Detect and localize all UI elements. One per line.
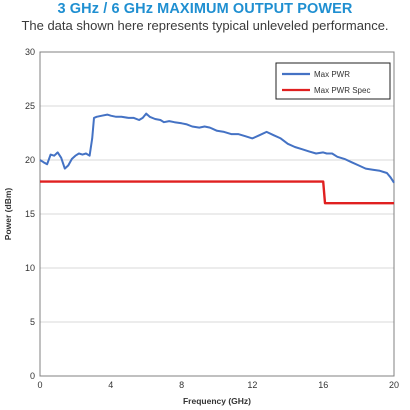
x-tick-label: 16 bbox=[318, 380, 328, 390]
y-tick-label: 10 bbox=[25, 263, 35, 273]
series-lines bbox=[39, 112, 395, 205]
series-line-max-pwr bbox=[39, 112, 395, 184]
y-tick-label: 25 bbox=[25, 101, 35, 111]
series-line-max-pwr-spec bbox=[40, 180, 394, 205]
y-tick-label: 0 bbox=[30, 371, 35, 381]
y-tick-label: 20 bbox=[25, 155, 35, 165]
legend: Max PWR Max PWR Spec bbox=[275, 62, 391, 100]
x-tick-label: 4 bbox=[108, 380, 113, 390]
x-tick-label: 8 bbox=[179, 380, 184, 390]
chart-title: 3 GHz / 6 GHz MAXIMUM OUTPUT POWER bbox=[57, 1, 353, 17]
legend-label: Max PWR bbox=[314, 70, 350, 79]
x-tick-label: 20 bbox=[389, 380, 399, 390]
x-tick-label: 0 bbox=[37, 380, 42, 390]
y-tick-label: 5 bbox=[30, 317, 35, 327]
x-tick-label: 12 bbox=[247, 380, 257, 390]
legend-box bbox=[275, 62, 391, 100]
y-axis-label: Power (dBm) bbox=[3, 188, 13, 241]
y-tick-label: 30 bbox=[25, 47, 35, 57]
chart-subtitle: The data shown here represents typical u… bbox=[21, 18, 389, 33]
x-axis-label: Frequency (GHz) bbox=[183, 396, 251, 406]
gridlines bbox=[40, 105, 394, 323]
y-tick-label: 15 bbox=[25, 209, 35, 219]
plot-area-border bbox=[39, 51, 395, 377]
legend-label: Max PWR Spec bbox=[314, 86, 370, 95]
axis-ticks: 0 5 10 15 20 25 30 0 4 8 12 16 20 bbox=[25, 47, 399, 390]
